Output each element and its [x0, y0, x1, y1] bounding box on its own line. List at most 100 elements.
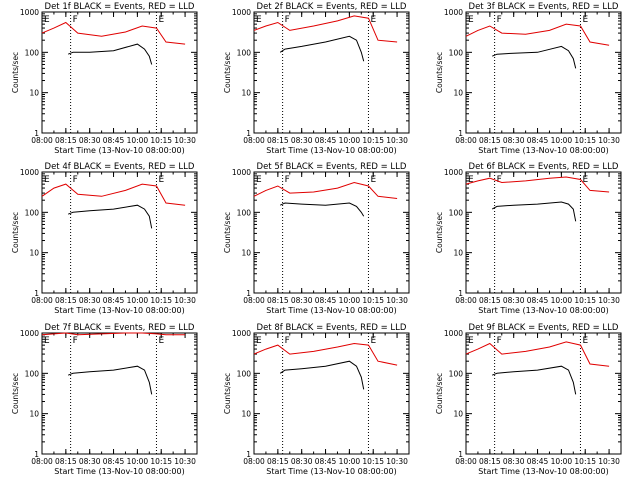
x-tick-label: 08:30: [503, 296, 525, 305]
detector-panel: Det 4f BLACK = Events, RED = LLD 1 10 100 10…: [11, 162, 198, 315]
x-tick-label: 10:00: [127, 457, 149, 466]
x-tick-label: 10:00: [127, 136, 149, 145]
x-tick-label: 08:45: [315, 457, 337, 466]
y-tick-label: 100: [237, 369, 252, 378]
x-tick-label: 10:00: [551, 457, 573, 466]
event-marker-label: F: [73, 336, 78, 346]
y-tick-label: 1000: [232, 8, 251, 17]
y-tick-label: 1: [458, 129, 463, 138]
x-tick-label: 08:45: [315, 296, 337, 305]
x-tick-label: 10:15: [150, 296, 172, 305]
x-tick-label: 08:00: [31, 457, 53, 466]
event-marker-label: F: [497, 336, 502, 346]
x-tick-label: 08:15: [479, 296, 501, 305]
y-axis-label: Counts/sec: [435, 373, 444, 414]
y-tick-label: 10: [241, 249, 251, 258]
y-axis-label: Counts/sec: [11, 212, 20, 253]
plot-frame: [465, 332, 622, 455]
x-tick-label: 08:00: [31, 136, 53, 145]
events-series-line: [492, 45, 577, 69]
y-axis-label: Counts/sec: [11, 373, 20, 414]
detector-panel: Det 7f BLACK = Events, RED = LLD 1 10 100 10…: [11, 323, 198, 476]
y-axis-label: Counts/sec: [223, 52, 232, 93]
x-tick-label: 08:15: [55, 296, 77, 305]
y-tick-label: 1000: [232, 168, 251, 177]
x-tick-label: 10:15: [574, 296, 596, 305]
event-marker-label: E: [370, 15, 376, 25]
plot-frame: [465, 11, 622, 134]
y-tick-label: 1000: [232, 329, 251, 338]
panel-title: Det 5f BLACK = Events, RED = LLD: [257, 162, 407, 172]
x-axis-label: Start Time (13-Nov-10 08:00:00): [478, 467, 608, 476]
events-series-line: [279, 360, 365, 390]
x-tick-label: 08:45: [103, 136, 125, 145]
x-axis-label: Start Time (13-Nov-10 08:00:00): [266, 146, 396, 155]
x-tick-label: 08:45: [527, 296, 549, 305]
x-tick-label: 08:45: [315, 136, 337, 145]
x-tick-label: 08:15: [267, 296, 289, 305]
plot-frame: [465, 171, 622, 294]
panel-title: Det 8f BLACK = Events, RED = LLD: [257, 323, 407, 333]
plot-frame: [253, 171, 410, 294]
event-marker-label: F: [285, 15, 290, 25]
x-axis-label: Start Time (13-Nov-10 08:00:00): [54, 146, 184, 155]
plot-frame: [41, 11, 198, 134]
panel-title: Det 3f BLACK = Events, RED = LLD: [469, 2, 619, 12]
event-marker-label: E: [582, 15, 588, 25]
y-tick-label: 100: [25, 208, 40, 217]
x-axis-label: Start Time (13-Nov-10 08:00:00): [54, 467, 184, 476]
lld-series-line: [41, 21, 186, 45]
lld-series-line: [41, 183, 186, 206]
y-axis-label: Counts/sec: [435, 212, 444, 253]
y-tick-label: 10: [453, 410, 463, 419]
lld-series-line: [465, 23, 610, 46]
x-tick-label: 08:00: [455, 296, 477, 305]
panel-title: Det 7f BLACK = Events, RED = LLD: [45, 323, 195, 333]
x-tick-label: 10:30: [598, 136, 620, 145]
x-tick-label: 08:45: [103, 296, 125, 305]
y-tick-label: 100: [25, 369, 40, 378]
y-axis-label: Counts/sec: [11, 52, 20, 93]
y-tick-label: 1: [458, 450, 463, 459]
x-tick-label: 10:15: [362, 136, 384, 145]
detector-panel: Det 1f BLACK = Events, RED = LLD 1 10 100 10…: [11, 2, 198, 155]
x-tick-label: 08:30: [291, 136, 313, 145]
x-tick-label: 10:15: [362, 457, 384, 466]
y-tick-label: 1: [458, 289, 463, 298]
x-tick-label: 08:15: [267, 136, 289, 145]
y-tick-label: 100: [449, 208, 464, 217]
x-tick-label: 10:00: [339, 457, 361, 466]
x-tick-label: 08:15: [55, 136, 77, 145]
y-tick-label: 10: [453, 249, 463, 258]
x-tick-label: 10:30: [598, 457, 620, 466]
plot-frame: [253, 11, 410, 134]
x-tick-label: 08:30: [503, 136, 525, 145]
x-tick-label: 08:15: [479, 457, 501, 466]
x-tick-label: 08:45: [103, 457, 125, 466]
event-marker-label: F: [73, 175, 78, 185]
x-axis-label: Start Time (13-Nov-10 08:00:00): [266, 306, 396, 315]
lld-series-line: [253, 342, 398, 366]
x-tick-label: 10:30: [386, 136, 408, 145]
y-tick-label: 100: [237, 208, 252, 217]
x-tick-label: 08:45: [527, 136, 549, 145]
event-marker-label: F: [285, 336, 290, 346]
events-series-line: [491, 201, 577, 222]
x-tick-label: 10:00: [551, 136, 573, 145]
y-axis-label: Counts/sec: [435, 52, 444, 93]
y-tick-label: 10: [241, 89, 251, 98]
y-tick-label: 10: [29, 249, 39, 258]
detector-panel: Det 9f BLACK = Events, RED = LLD 1 10 100 10…: [435, 323, 622, 476]
y-tick-label: 1000: [20, 329, 39, 338]
y-tick-label: 100: [237, 48, 252, 57]
x-tick-label: 10:30: [174, 457, 196, 466]
x-axis-label: Start Time (13-Nov-10 08:00:00): [478, 306, 608, 315]
lld-series-line: [253, 15, 398, 43]
panel-title: Det 4f BLACK = Events, RED = LLD: [45, 162, 195, 172]
x-tick-label: 10:30: [386, 457, 408, 466]
event-marker-label: E: [158, 15, 164, 25]
event-marker-label: E: [370, 175, 376, 185]
y-tick-label: 1: [246, 450, 251, 459]
x-tick-label: 08:00: [243, 136, 265, 145]
